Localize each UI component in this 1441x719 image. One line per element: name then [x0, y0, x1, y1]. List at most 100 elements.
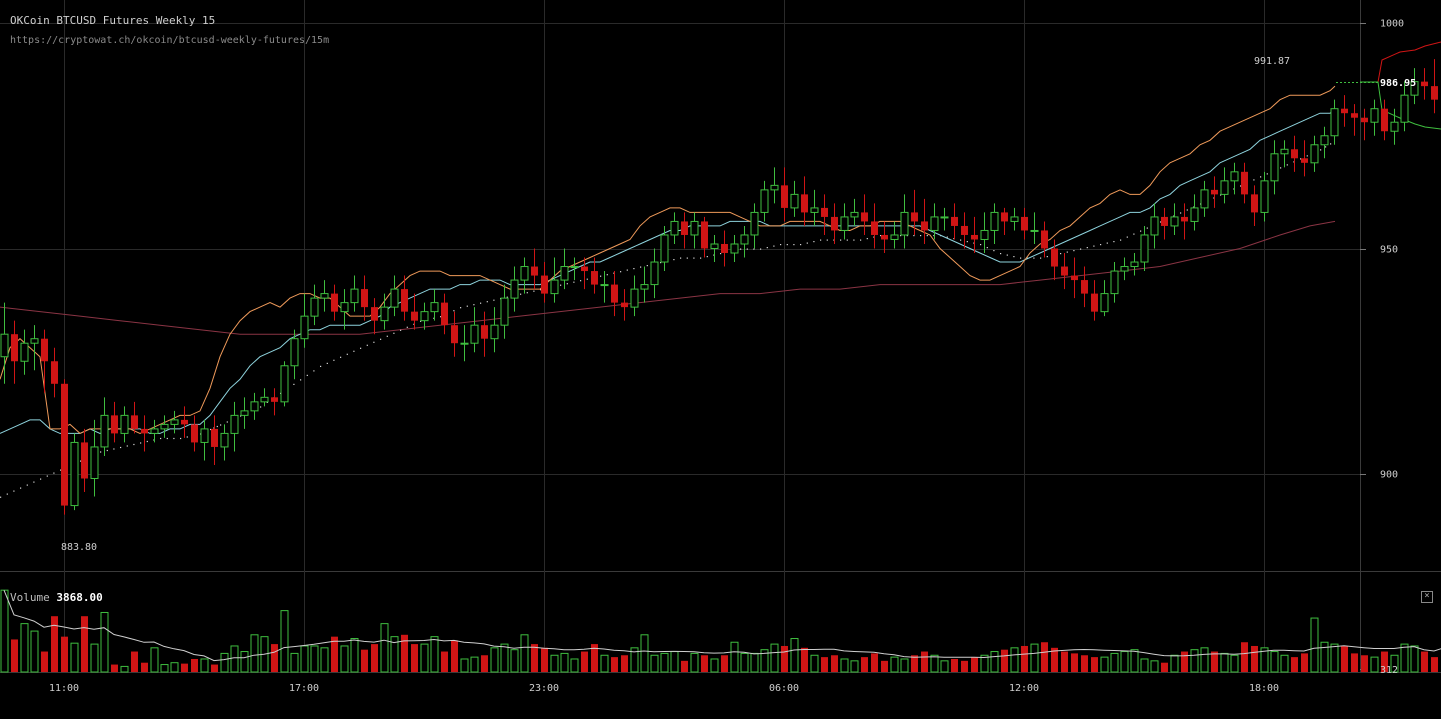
candle-body-up — [30, 338, 39, 344]
volume-bar-down — [1041, 642, 1048, 672]
indicator-dot — [986, 247, 988, 249]
volume-bar-down — [331, 636, 338, 672]
candle-body-up — [760, 189, 769, 213]
indicator-dot — [1073, 250, 1075, 252]
candle-body-down — [1351, 113, 1358, 118]
candle-body-up — [1150, 216, 1159, 236]
candle-body-up — [750, 211, 759, 236]
indicator-dot — [1146, 227, 1148, 229]
ema-mid-line — [0, 108, 1336, 434]
volume-bar-up — [740, 652, 749, 673]
candle-body-down — [1301, 158, 1308, 163]
volume-bar-up — [340, 645, 349, 673]
volume-bar-up — [320, 647, 329, 673]
indicator-dot — [173, 437, 175, 440]
indicator-dot — [720, 253, 722, 255]
indicator-dot — [673, 259, 675, 261]
indicator-dot — [1260, 176, 1262, 178]
volume-bar-down — [621, 655, 628, 672]
volume-bar-up — [70, 642, 79, 673]
volume-bar-up — [1410, 645, 1419, 673]
candle-body-down — [271, 397, 278, 402]
volume-bar-up — [300, 645, 309, 673]
candle-body-down — [911, 212, 918, 222]
candle-body-down — [1291, 149, 1298, 159]
indicator-dot — [1066, 251, 1068, 253]
indicator-dot — [906, 235, 908, 237]
indicator-dot — [0, 496, 2, 498]
volume-bar-up — [0, 589, 9, 673]
indicator-dot — [820, 239, 822, 241]
indicator-dot — [1026, 257, 1028, 259]
indicator-dot — [1286, 164, 1288, 166]
volume-bar-down — [1181, 651, 1188, 672]
volume-bar-down — [191, 658, 198, 672]
candle-body-up — [1280, 148, 1289, 155]
candle-body-down — [721, 243, 728, 254]
indicator-dot — [126, 445, 128, 447]
candle-body-down — [51, 361, 58, 384]
indicator-dot — [180, 437, 182, 440]
indicator-dot — [1220, 194, 1222, 196]
volume-bar-down — [1211, 651, 1218, 672]
volume-bar-down — [61, 636, 68, 672]
x-tick-label: 06:00 — [769, 683, 799, 694]
indicator-dot — [53, 472, 55, 474]
volume-bar-up — [1120, 651, 1129, 673]
indicator-dot — [633, 268, 635, 270]
volume-bar-down — [481, 655, 488, 672]
candle-body-up — [1330, 108, 1339, 137]
candle-body-up — [1110, 270, 1119, 295]
volume-bar-up — [980, 654, 989, 673]
candle-body-down — [111, 415, 118, 434]
volume-bar-down — [821, 657, 828, 672]
candle-body-up — [940, 216, 949, 219]
candle-body-down — [541, 275, 548, 294]
indicator-dot — [1253, 179, 1255, 181]
indicator-dot — [440, 316, 442, 318]
indicator-dot — [313, 370, 315, 372]
indicator-dot — [973, 242, 975, 244]
candlesticks[interactable] — [0, 59, 1441, 515]
candle-body-down — [831, 216, 838, 231]
candle-body-up — [650, 261, 659, 286]
candle-body-down — [1001, 212, 1008, 222]
indicator-dot — [260, 406, 262, 408]
close-volume-button[interactable]: × — [1421, 591, 1433, 603]
candle-body-down — [451, 325, 458, 344]
volume-bar-up — [670, 651, 679, 673]
chart-url[interactable]: https://cryptowat.ch/okcoin/btcusd-weekl… — [10, 35, 330, 46]
volume-bar-up — [650, 654, 659, 673]
indicator-dot — [520, 293, 522, 295]
candle-body-down — [1041, 230, 1048, 249]
indicator-dot — [1213, 197, 1215, 199]
indicator-dot — [993, 250, 995, 252]
volume-bar-up — [90, 643, 99, 673]
volume-bar-up — [850, 660, 859, 673]
indicator-dot — [1293, 161, 1295, 163]
volume-bar-up — [770, 643, 779, 673]
volume-bar-down — [1341, 645, 1348, 672]
indicator-dot — [406, 326, 408, 328]
indicator-dot — [793, 244, 795, 246]
volume-bar-down — [1291, 657, 1298, 672]
candle-body-up — [1390, 121, 1399, 132]
candle-body-up — [630, 288, 639, 308]
indicator-dot — [1000, 253, 1002, 255]
candle-body-up — [20, 342, 29, 362]
volume-bars[interactable] — [0, 589, 1441, 673]
candle-body-up — [430, 302, 439, 313]
candle-body-down — [951, 216, 958, 226]
indicator-dot — [266, 401, 268, 403]
indicator-dot — [826, 239, 828, 241]
indicator-dot — [1133, 233, 1135, 235]
candle-body-down — [611, 284, 618, 303]
candle-body-down — [1071, 275, 1078, 281]
volume-bar-down — [451, 640, 458, 672]
candle-body-up — [230, 414, 239, 434]
volume-bar-up — [1310, 617, 1319, 673]
candle-body-up — [1320, 135, 1329, 146]
indicator-dot — [493, 299, 495, 301]
volume-value: 3868.00 — [56, 591, 103, 604]
